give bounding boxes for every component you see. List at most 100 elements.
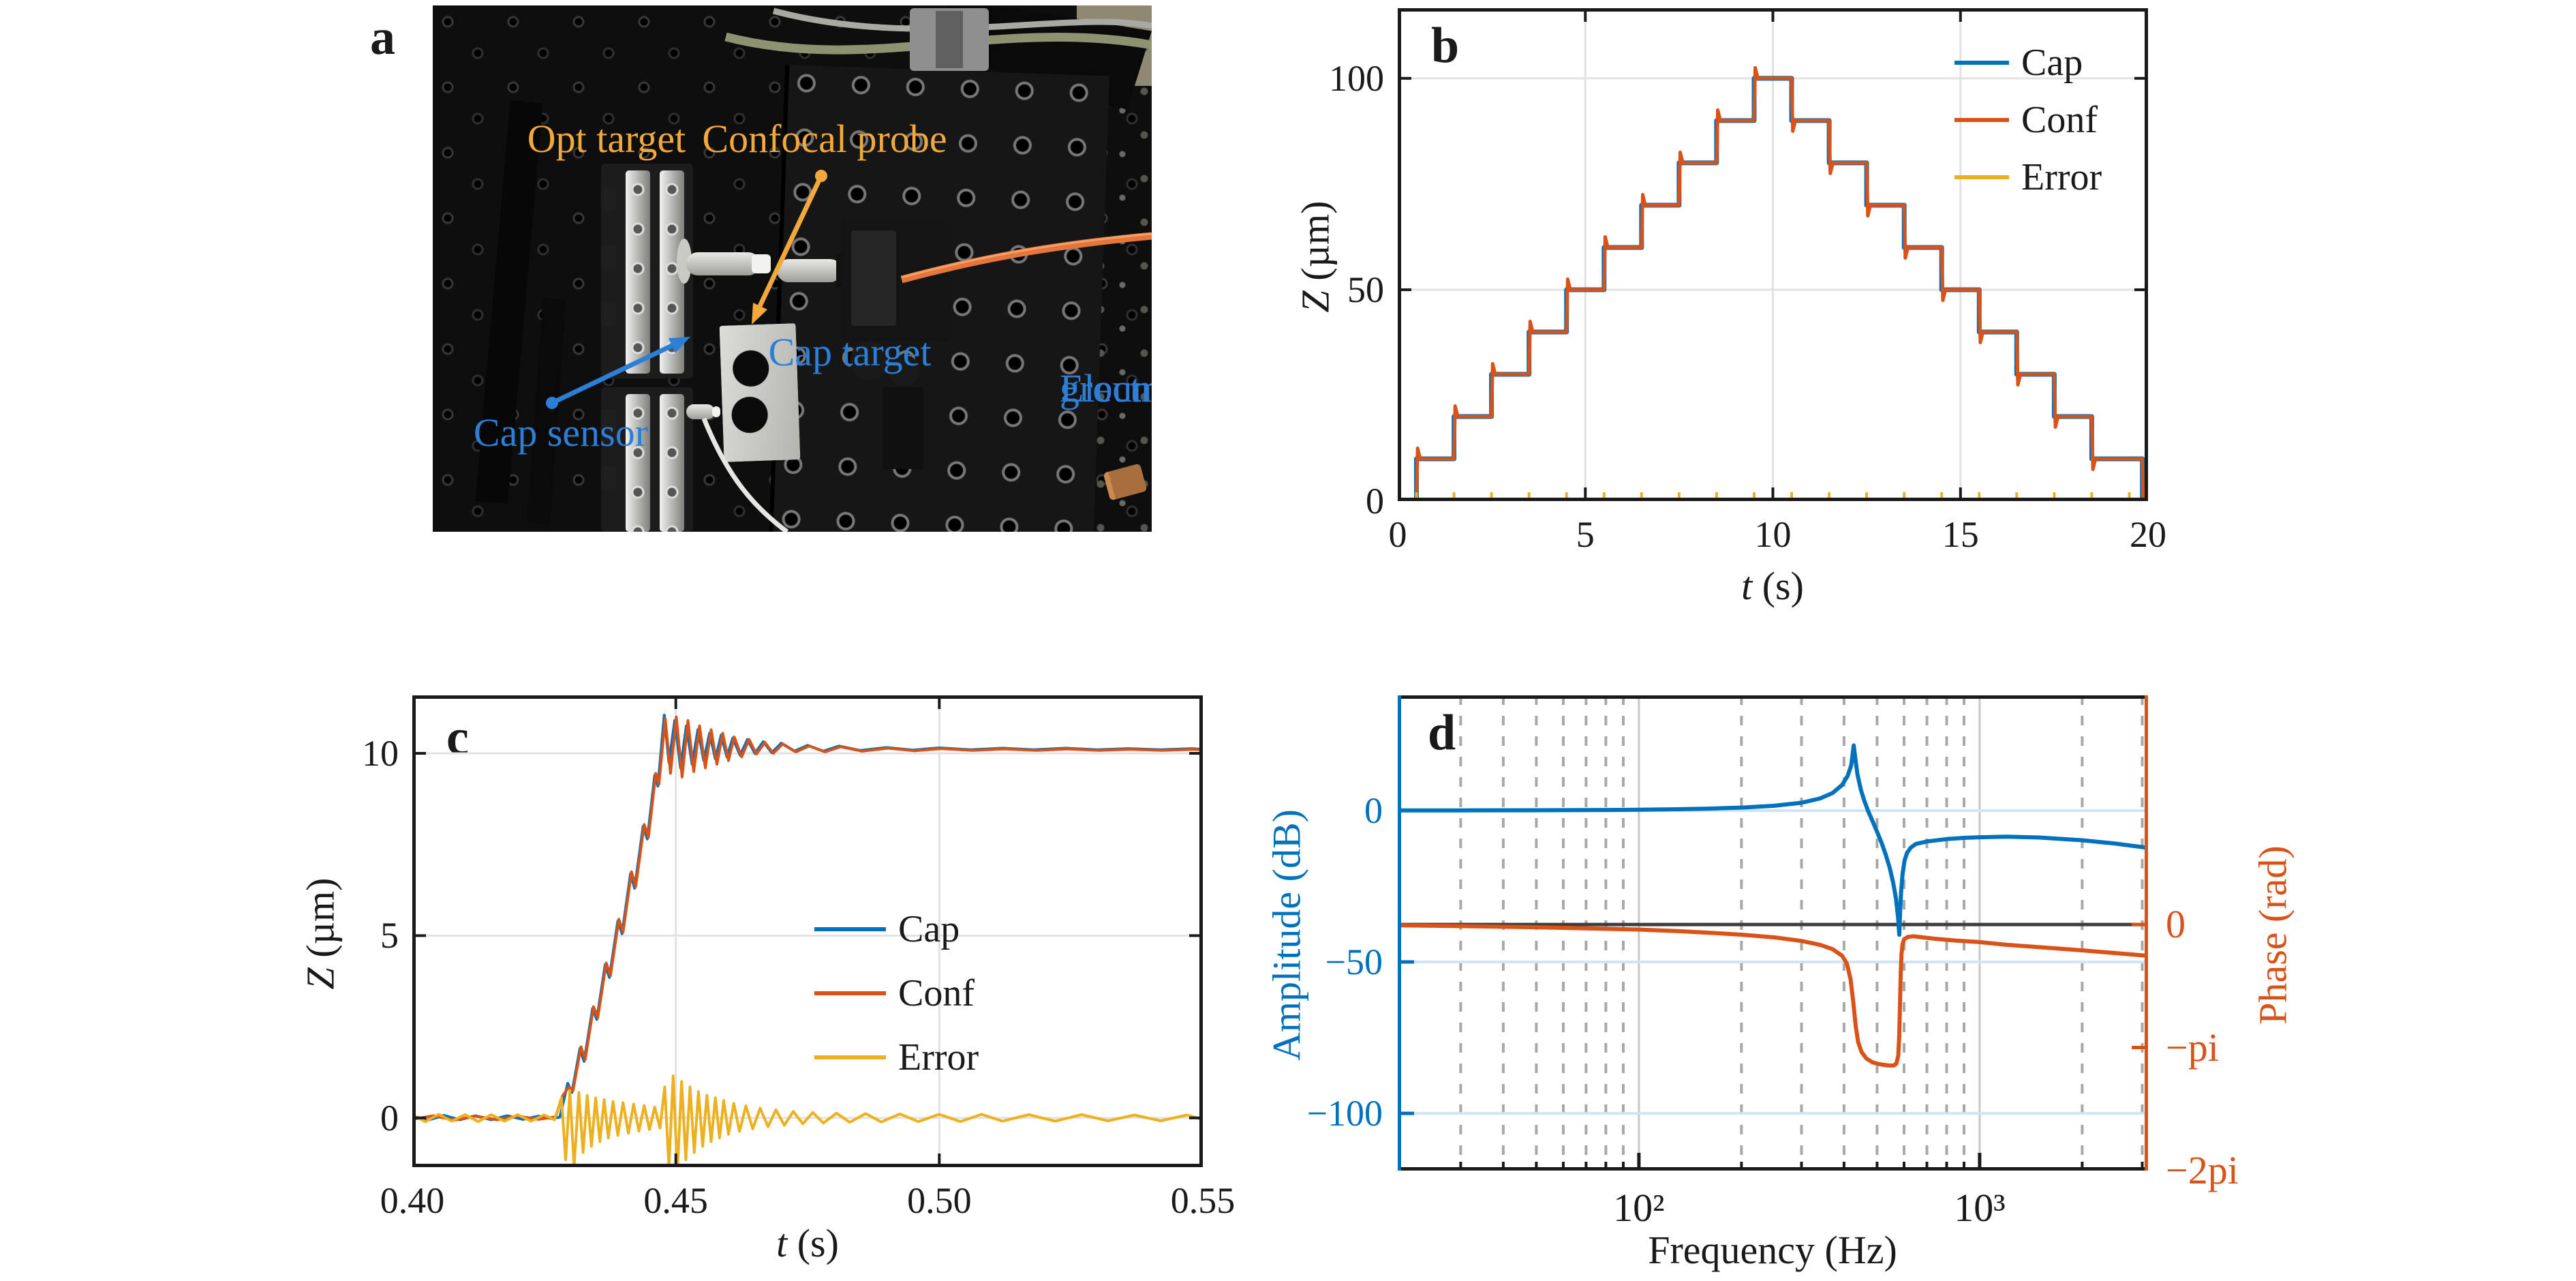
- opt-target-tip: [752, 254, 771, 273]
- cap-sensor-stage-rail: [626, 394, 650, 532]
- panel-b-xlabel-var: t: [1741, 564, 1753, 608]
- series-amplitude: [1398, 743, 2148, 937]
- right-tick-label: 0: [2166, 902, 2186, 947]
- confocal-probe-arrowhead: [752, 303, 767, 325]
- panel-c-xlabel-unit: (s): [787, 1221, 839, 1265]
- panel-d-right-ylabel: Phase (rad): [2250, 845, 2295, 1025]
- error-legend-line: [1954, 175, 2009, 179]
- electrical-ground-line1: Electrical: [1060, 366, 1152, 410]
- stage-knob: [601, 245, 616, 269]
- cap-sensor-label: Cap sensor: [473, 410, 649, 455]
- panel-c-legend: Cap Conf Error: [814, 910, 979, 1096]
- opt-target-stage-rail: [626, 170, 650, 374]
- photo-annotation-overlay: [546, 7, 1152, 532]
- probe-post: [883, 387, 923, 469]
- cap-legend-label: Cap: [2021, 42, 2083, 84]
- panel-letter-a: a: [370, 10, 395, 65]
- bottom-tick-label: 15: [1942, 514, 1979, 555]
- legend-item-error: Error: [1954, 158, 2102, 196]
- panel-c-xlabel: t (s): [705, 1220, 910, 1266]
- panel-b-legend: Cap Conf Error: [1954, 44, 2102, 215]
- conf-legend-label: Conf: [2021, 99, 2098, 141]
- left-tick-label: 0: [1366, 481, 1384, 522]
- legend-item-cap: Cap: [1954, 44, 2102, 82]
- conf-legend-label: Conf: [898, 972, 975, 1014]
- error-legend-line: [814, 1055, 886, 1059]
- bottom-tick-label: 0.45: [643, 1180, 708, 1221]
- right-tick-label: −pi: [2166, 1025, 2219, 1070]
- error-legend-label: Error: [898, 1036, 979, 1079]
- panel-b-ylabel-var: Z: [1293, 290, 1338, 313]
- bottom-tick-label: 5: [1576, 514, 1595, 555]
- cap-sensor-arrow: [551, 343, 673, 406]
- panel-c-xlabel-var: t: [776, 1221, 788, 1265]
- stage-knob: [601, 466, 616, 489]
- panel-c-plot: [412, 695, 1203, 1167]
- cap-legend-line: [1954, 61, 2009, 65]
- bottom-tick-label: 10²: [1613, 1186, 1665, 1230]
- bottom-tick-label: 0.55: [1170, 1180, 1236, 1221]
- bottom-tick-label: 0.50: [907, 1180, 972, 1221]
- bottom-tick-label: 20: [2130, 514, 2166, 555]
- cap-sensor-rod: [686, 404, 715, 419]
- panel-letter-c: c: [446, 710, 469, 766]
- cap-sensor-tip: [712, 406, 720, 417]
- left-tick-label: 0: [380, 1097, 399, 1139]
- cap-legend-line: [814, 927, 886, 931]
- series-phase: [1398, 923, 2148, 1068]
- panel-letter-b: b: [1431, 18, 1460, 74]
- left-tick-label: 100: [1329, 57, 1384, 99]
- legend-item-conf: Conf: [1954, 101, 2102, 139]
- sensor-wire-white: [701, 417, 789, 532]
- left-tick-label: 5: [380, 915, 399, 956]
- probe-adjust-knob: [850, 341, 889, 380]
- panel-d-xlabel: Frequency (Hz): [1648, 1228, 1897, 1272]
- confocal-probe-arrow: [757, 175, 824, 307]
- conf-legend-line: [1954, 118, 2009, 122]
- confocal-probe-body: [777, 259, 842, 282]
- series-error: [412, 1074, 1203, 1167]
- panel-b-xlabel-unit: (s): [1752, 564, 1804, 608]
- panel-b-plot: [1398, 8, 2148, 501]
- cable-connector-inner: [936, 11, 963, 68]
- panel-letter-d: d: [1428, 705, 1456, 761]
- error-legend-label: Error: [2021, 156, 2102, 198]
- confocal-probe-label: Confocal probe: [702, 117, 947, 162]
- left-tick-label: 50: [1347, 269, 1384, 310]
- panel-b-xlabel: t (s): [1670, 563, 1875, 609]
- fiber-cable-orange: [900, 232, 1152, 284]
- bottom-tick-label: 0: [1388, 514, 1407, 555]
- stage-knob: [601, 409, 616, 432]
- confocal-probe-clamp-plate: [851, 230, 896, 326]
- cap-sensor-arrow-dot: [546, 397, 558, 409]
- confocal-probe-arrow-dot: [815, 170, 827, 182]
- cap-legend-label: Cap: [898, 908, 960, 950]
- bottom-tick-label: 0.40: [380, 1180, 445, 1221]
- stage-knob: [601, 303, 616, 326]
- cap-target-label: Cap target: [768, 330, 932, 375]
- cap-sensor-arrowhead: [669, 337, 690, 353]
- series-conf: [412, 715, 1203, 1121]
- opt-target-flange: [677, 239, 692, 284]
- panel-d-left-ylabel: Amplitude (dB): [1264, 809, 1309, 1061]
- probe-adjust-knob2: [888, 355, 919, 386]
- cap-sensor-stage-rail2: [660, 394, 684, 532]
- conf-legend-line: [814, 991, 886, 995]
- legend-item-cap: Cap: [814, 910, 979, 948]
- opt-target-label: Opt target: [527, 117, 686, 162]
- left-tick-label: 10: [362, 733, 399, 774]
- legend-item-error: Error: [814, 1038, 979, 1076]
- left-tick-label: −100: [1306, 1093, 1383, 1134]
- series-conf: [1398, 65, 2148, 501]
- left-tick-label: 0: [1364, 790, 1383, 831]
- left-tick-label: −50: [1325, 941, 1383, 983]
- fiber-cable-highlight: [901, 232, 1152, 279]
- legend-item-conf: Conf: [814, 974, 979, 1012]
- opt-target-rod: [686, 252, 760, 275]
- series-cap: [412, 713, 1203, 1121]
- electrical-ground-line2: ground: [1060, 366, 1152, 410]
- panel-c-ylabel-unit: (µm): [298, 877, 343, 968]
- bottom-tick-label: 10³: [1954, 1186, 2006, 1230]
- panel-d-plot: [1398, 695, 2148, 1171]
